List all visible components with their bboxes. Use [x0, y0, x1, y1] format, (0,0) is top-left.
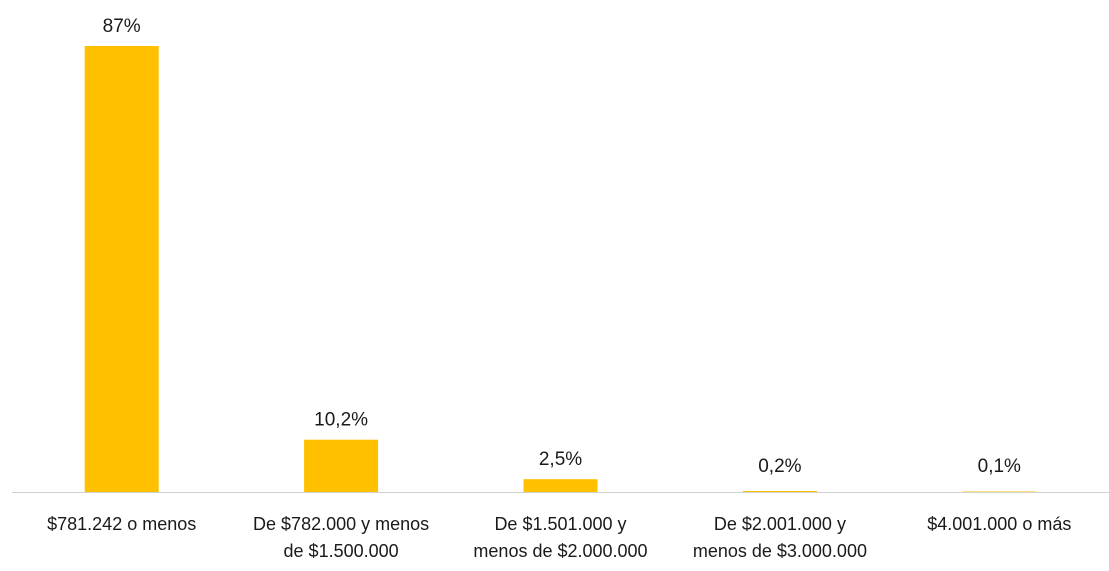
category-label-1: $781.242 o menos	[47, 514, 196, 534]
data-label-2: 10,2%	[314, 410, 368, 431]
bar-2	[304, 439, 379, 492]
data-label-3: 2,5%	[539, 449, 582, 470]
category-label-4: De $2.001.000 y menos de $3.000.000	[693, 514, 867, 561]
bar-1	[84, 46, 159, 492]
bar-4	[742, 490, 817, 492]
data-label-1: 87%	[103, 16, 141, 37]
data-label-4: 0,2%	[758, 456, 801, 477]
data-label-5: 0,1%	[978, 456, 1021, 477]
category-label-2: De $782.000 y menos de $1.500.000	[253, 514, 429, 561]
category-label-5: $4.001.000 o más	[927, 514, 1071, 534]
category-label-3: De $1.501.000 y menos de $2.000.000	[473, 514, 647, 561]
bar-5	[962, 491, 1037, 492]
bar-3	[523, 479, 598, 492]
bars-layer	[84, 46, 1037, 492]
category-labels-layer: $781.242 o menos De $782.000 y menos de $1…	[47, 514, 1071, 561]
data-labels-layer: 87% 10,2% 2,5% 0,2% 0,1%	[103, 16, 1021, 477]
